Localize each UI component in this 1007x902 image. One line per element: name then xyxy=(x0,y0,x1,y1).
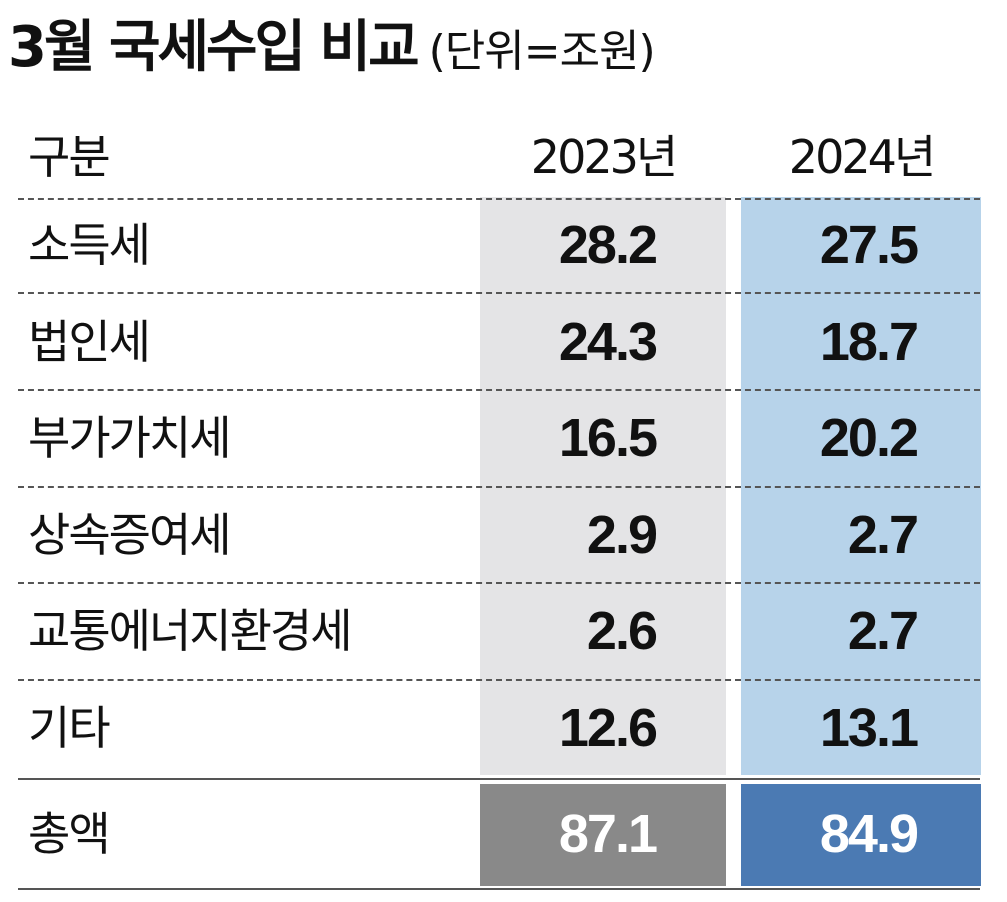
total-2024-background xyxy=(741,784,981,886)
table-title: 3월 국세수입 비교 xyxy=(8,15,420,80)
row-label: 부가가치세 xyxy=(28,411,232,465)
unit-note: (단위=조원) xyxy=(428,26,656,77)
value-2023: 2.6 xyxy=(586,601,658,661)
value-2023: 28.2 xyxy=(558,215,658,275)
header-category: 구분 xyxy=(28,130,111,184)
row-label: 기타 xyxy=(28,701,111,755)
total-2023: 87.1 xyxy=(558,804,658,864)
header-2023: 2023년 xyxy=(530,130,678,184)
row-divider xyxy=(18,679,980,681)
row-divider xyxy=(18,486,980,488)
value-2023: 12.6 xyxy=(558,698,658,758)
value-2023: 2.9 xyxy=(586,505,658,565)
row-label: 상속증여세 xyxy=(28,508,232,562)
header-2024: 2024년 xyxy=(788,130,936,184)
total-divider xyxy=(18,888,980,890)
row-label: 교통에너지환경세 xyxy=(28,604,353,658)
title-row: 3월 국세수입 비교 (단위=조원) xyxy=(8,8,656,88)
total-label: 총액 xyxy=(28,807,111,861)
row-divider xyxy=(18,582,980,584)
value-2024: 18.7 xyxy=(819,312,919,372)
row-label: 소득세 xyxy=(28,218,151,272)
value-2024: 2.7 xyxy=(847,505,919,565)
total-divider xyxy=(18,778,980,780)
value-2024: 2.7 xyxy=(847,601,919,661)
value-2024: 27.5 xyxy=(819,215,919,275)
row-label: 법인세 xyxy=(28,315,151,369)
total-2024: 84.9 xyxy=(819,804,919,864)
value-2023: 16.5 xyxy=(558,408,658,468)
row-divider xyxy=(18,292,980,294)
row-divider xyxy=(18,198,980,200)
value-2023: 24.3 xyxy=(558,312,658,372)
total-2023-background xyxy=(480,784,726,886)
value-2024: 13.1 xyxy=(819,698,919,758)
value-2024: 20.2 xyxy=(819,408,919,468)
row-divider xyxy=(18,389,980,391)
